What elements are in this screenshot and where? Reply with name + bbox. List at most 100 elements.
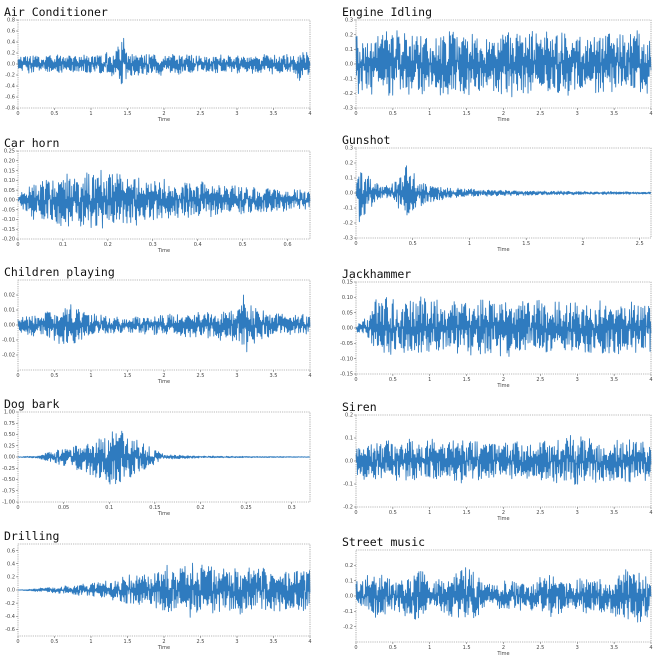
panel-title: Air Conditioner bbox=[4, 5, 108, 19]
x-tick-label: 0.3 bbox=[149, 242, 157, 248]
x-tick-label: 3.5 bbox=[270, 373, 278, 379]
y-tick-label: 0.01 bbox=[4, 308, 15, 314]
x-tick-label: 2 bbox=[162, 111, 165, 117]
panel-title: Siren bbox=[342, 400, 377, 414]
x-axis-label: Time bbox=[157, 117, 170, 123]
x-tick-label: 2.5 bbox=[536, 377, 544, 383]
x-tick-label: 0 bbox=[354, 377, 357, 383]
y-tick-label: 0.1 bbox=[345, 176, 353, 182]
y-tick-label: 0.00 bbox=[4, 455, 15, 461]
x-tick-label: 1 bbox=[89, 111, 92, 117]
x-tick-label: 1.5 bbox=[124, 373, 132, 379]
y-tick-label: -0.05 bbox=[2, 207, 15, 213]
x-tick-label: 4 bbox=[649, 377, 652, 383]
y-tick-label: -0.1 bbox=[343, 482, 353, 488]
y-tick-label: 0.2 bbox=[345, 32, 353, 38]
x-axis-label: Time bbox=[496, 651, 509, 657]
y-tick-label: 0.1 bbox=[345, 47, 353, 53]
waveform-chart: 0 0.1 0.2 0.3 0.4 0.5 0.6 0.25 0.20 0.15 0.10 0.05 0… bbox=[2, 149, 311, 254]
y-tick-label: 0.6 bbox=[7, 548, 15, 554]
x-tick-label: 2 bbox=[162, 373, 165, 379]
panel-title: Children playing bbox=[4, 265, 115, 279]
x-tick-label: 3.5 bbox=[270, 111, 278, 117]
y-tick-label: -0.05 bbox=[340, 341, 353, 347]
y-tick-label: -0.2 bbox=[5, 73, 15, 79]
y-tick-label: -0.2 bbox=[5, 601, 15, 607]
waveform-series bbox=[17, 562, 311, 618]
y-tick-label: 0.75 bbox=[4, 421, 15, 427]
x-tick-label: 2 bbox=[162, 639, 165, 645]
y-tick-label: -0.1 bbox=[343, 76, 353, 82]
y-tick-label: 0.15 bbox=[342, 280, 353, 286]
x-tick-label: 4 bbox=[308, 373, 311, 379]
x-tick-label: 2.5 bbox=[636, 241, 644, 247]
y-tick-label: 0.15 bbox=[4, 168, 15, 174]
x-tick-label: 2 bbox=[502, 510, 505, 516]
x-axis-label: Time bbox=[157, 248, 170, 254]
x-tick-label: 0 bbox=[16, 505, 19, 511]
x-tick-label: 0.15 bbox=[149, 505, 160, 511]
x-tick-label: 3 bbox=[576, 111, 579, 117]
y-tick-label: 0.25 bbox=[4, 149, 15, 155]
x-tick-label: 0.1 bbox=[105, 505, 113, 511]
x-tick-label: 0 bbox=[16, 111, 19, 117]
waveform-series bbox=[355, 30, 652, 98]
y-tick-label: -0.20 bbox=[2, 237, 15, 243]
y-tick-label: -0.02 bbox=[2, 353, 15, 359]
y-tick-label: 0.10 bbox=[4, 178, 15, 184]
y-tick-label: 0.2 bbox=[345, 161, 353, 167]
x-tick-label: 0.1 bbox=[59, 242, 67, 248]
waveform-chart: 0 0.5 1 1.5 2 2.5 3 3.5 4 0.15 0.10 0.05 0.00 -0.05 -0… bbox=[340, 280, 653, 389]
y-tick-label: 0.2 bbox=[7, 575, 15, 581]
y-tick-label: -0.10 bbox=[2, 217, 15, 223]
y-tick-label: 0.1 bbox=[345, 436, 353, 442]
x-tick-label: 0.2 bbox=[197, 505, 205, 511]
y-tick-label: -0.15 bbox=[340, 372, 353, 378]
x-tick-label: 2 bbox=[502, 111, 505, 117]
x-tick-label: 0.5 bbox=[389, 645, 397, 651]
x-tick-label: 1.5 bbox=[463, 510, 471, 516]
y-tick-label: -0.6 bbox=[5, 95, 15, 101]
y-tick-label: 0.2 bbox=[345, 563, 353, 569]
waveform-series bbox=[355, 296, 652, 357]
x-tick-label: 3.5 bbox=[610, 645, 618, 651]
x-tick-label: 1 bbox=[428, 510, 431, 516]
x-tick-label: 1 bbox=[468, 241, 471, 247]
panel-title: Street music bbox=[342, 535, 426, 549]
x-tick-label: 1 bbox=[428, 111, 431, 117]
y-tick-label: -0.8 bbox=[5, 106, 15, 112]
x-tick-label: 4 bbox=[649, 645, 652, 651]
y-tick-label: 0.10 bbox=[342, 295, 353, 301]
x-tick-label: 0.5 bbox=[389, 510, 397, 516]
y-tick-label: 0.2 bbox=[7, 51, 15, 57]
y-tick-label: -0.4 bbox=[5, 84, 15, 90]
waveform-chart: 0 0.5 1 1.5 2 2.5 3 3.5 4 0.2 0.1 0.0 -0.1 -0.2 Time bbox=[343, 413, 652, 522]
y-tick-label: -0.6 bbox=[5, 627, 15, 633]
x-tick-label: 0.4 bbox=[194, 242, 202, 248]
y-tick-label: 0.20 bbox=[4, 158, 15, 164]
waveform-chart: 0 0.05 0.1 0.15 0.2 0.25 0.3 1.00 0.75 0.50 0.25 0.… bbox=[2, 410, 311, 517]
plot-frame bbox=[355, 281, 652, 375]
y-tick-label: 0.0 bbox=[345, 594, 353, 600]
waveform-series bbox=[17, 37, 311, 85]
x-tick-label: 3.5 bbox=[610, 377, 618, 383]
y-tick-label: 0.05 bbox=[4, 188, 15, 194]
x-tick-label: 1.5 bbox=[124, 111, 132, 117]
y-tick-label: -0.1 bbox=[343, 206, 353, 212]
x-axis-label: Time bbox=[496, 516, 509, 522]
x-tick-label: 0 bbox=[354, 241, 357, 247]
x-tick-label: 0.5 bbox=[51, 373, 59, 379]
x-tick-label: 0 bbox=[16, 373, 19, 379]
x-tick-label: 3 bbox=[235, 373, 238, 379]
x-tick-label: 1.5 bbox=[124, 639, 132, 645]
x-tick-label: 2.5 bbox=[197, 111, 205, 117]
x-tick-label: 3.5 bbox=[610, 111, 618, 117]
x-tick-label: 2.5 bbox=[536, 111, 544, 117]
y-tick-label: 0.4 bbox=[7, 40, 15, 46]
x-tick-label: 0 bbox=[16, 639, 19, 645]
x-tick-label: 4 bbox=[308, 111, 311, 117]
y-tick-label: -0.50 bbox=[2, 477, 15, 483]
y-tick-label: -0.4 bbox=[5, 614, 15, 620]
x-tick-label: 0.2 bbox=[104, 242, 112, 248]
x-tick-label: 4 bbox=[308, 639, 311, 645]
